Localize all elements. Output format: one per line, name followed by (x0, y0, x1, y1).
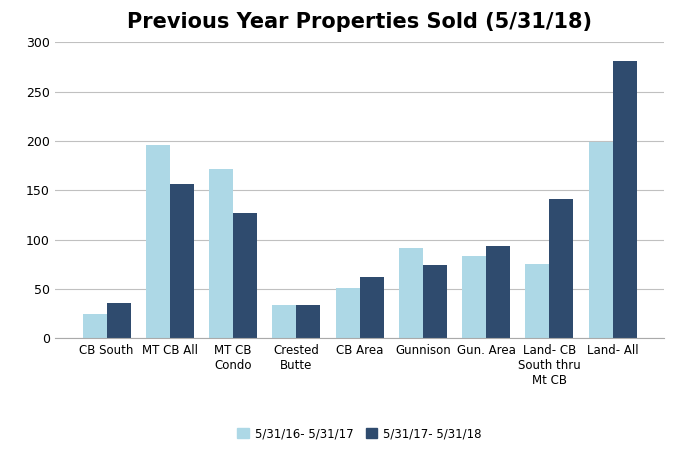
Bar (588, 142, 612, 338)
Legend: 5/31/16- 5/31/17, 5/31/17- 5/31/18: 5/31/16- 5/31/17, 5/31/17- 5/31/18 (233, 423, 486, 445)
Bar (107, 303, 131, 338)
Bar (146, 145, 170, 338)
Bar (462, 257, 486, 338)
Bar (233, 213, 257, 338)
Bar (399, 248, 423, 338)
Bar (82, 314, 107, 338)
Bar (336, 288, 360, 338)
Bar (486, 246, 510, 338)
Bar (612, 61, 637, 338)
Title: Previous Year Properties Sold (5/31/18): Previous Year Properties Sold (5/31/18) (127, 12, 592, 32)
Bar (525, 264, 549, 338)
Bar (423, 266, 447, 338)
Bar (170, 184, 194, 338)
Bar (360, 277, 384, 338)
Bar (273, 305, 297, 338)
Bar (297, 305, 321, 338)
Bar (549, 199, 573, 338)
Bar (209, 169, 233, 338)
